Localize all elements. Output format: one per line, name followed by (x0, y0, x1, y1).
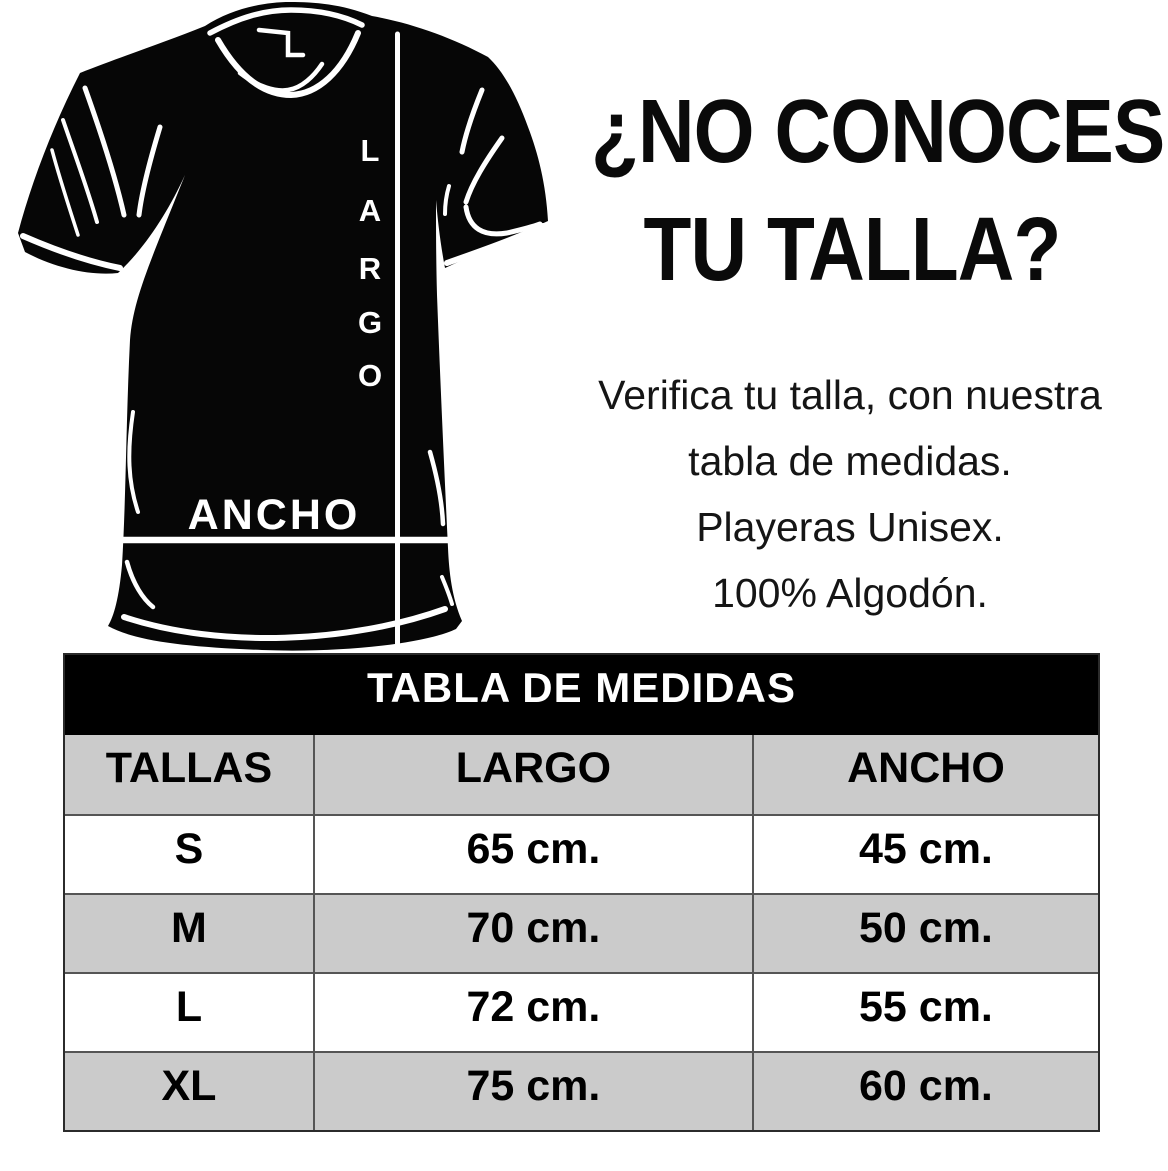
page-title-line1: ¿NO CONOCES (591, 82, 1165, 182)
collar-detail-lines (207, 7, 365, 99)
size-table-title: TABLA DE MEDIDAS (65, 655, 1098, 735)
page-title: ¿NO CONOCES TU TALLA? (591, 73, 1165, 309)
size-cell-largo: 65 cm. (312, 816, 752, 893)
size-cell-largo: 70 cm. (312, 895, 752, 972)
right-sleeve-highlights (443, 87, 546, 266)
size-cell-ancho: 55 cm. (751, 974, 1098, 1051)
svg-text:A: A (359, 193, 381, 228)
size-row-s: S 65 cm. 45 cm. (65, 814, 1098, 893)
size-row-l: L 72 cm. 55 cm. (65, 972, 1098, 1051)
intro-line: Verifica tu talla, con nuestra (598, 372, 1102, 418)
size-cell-ancho: 50 cm. (751, 895, 1098, 972)
largo-label: L A R G O (358, 133, 382, 393)
size-table: TABLA DE MEDIDAS TALLAS LARGO ANCHO S 65… (63, 653, 1100, 1132)
size-row-m: M 70 cm. 50 cm. (65, 893, 1098, 972)
svg-text:R: R (359, 251, 381, 286)
size-cell-largo: 72 cm. (312, 974, 752, 1051)
tshirt-silhouette (18, 2, 548, 651)
left-sleeve-highlights (20, 85, 163, 271)
size-row-xl: XL 75 cm. 60 cm. (65, 1051, 1098, 1130)
size-cell-ancho: 60 cm. (751, 1053, 1098, 1130)
body-crease-highlights (121, 410, 454, 641)
size-cell-talla: XL (161, 1062, 217, 1110)
svg-text:L: L (361, 133, 380, 168)
svg-text:G: G (358, 305, 382, 340)
intro-line: tabla de medidas. (688, 438, 1012, 484)
size-cell-talla: L (175, 983, 203, 1031)
column-header-tallas: TALLAS (105, 744, 273, 792)
page-title-line2: TU TALLA? (643, 200, 1062, 300)
intro-text: Verifica tu talla, con nuestra tabla de … (540, 362, 1160, 626)
size-cell-largo: 75 cm. (312, 1053, 752, 1130)
intro-line: 100% Algodón. (712, 570, 988, 616)
column-header-ancho: ANCHO (751, 735, 1098, 814)
size-cell-talla: S (174, 825, 204, 873)
intro-line: Playeras Unisex. (696, 504, 1004, 550)
column-header-largo: LARGO (312, 735, 752, 814)
ancho-label: ANCHO (188, 491, 361, 539)
svg-text:O: O (358, 358, 382, 393)
tshirt-illustration: L A R G O ANCHO (18, 2, 548, 651)
size-table-header-row: TALLAS LARGO ANCHO (65, 735, 1098, 814)
size-cell-ancho: 45 cm. (751, 816, 1098, 893)
size-cell-talla: M (171, 904, 207, 952)
